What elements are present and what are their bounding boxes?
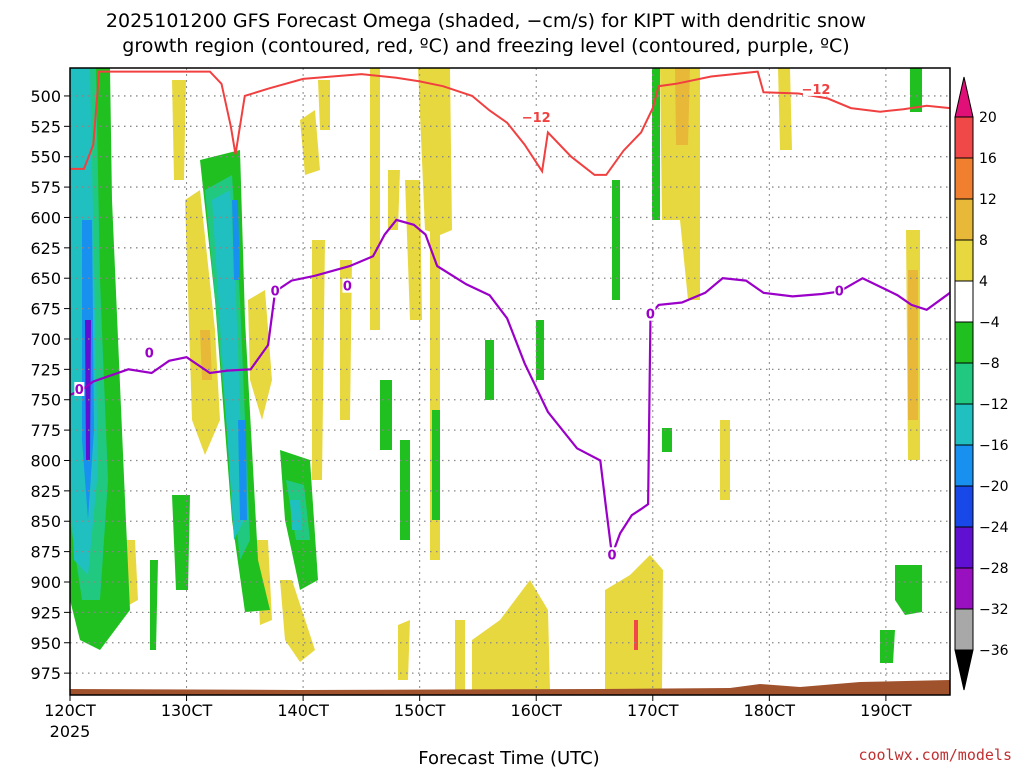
y-tick-label: 800 (30, 451, 61, 470)
x-tick-label: 160CT (510, 701, 562, 720)
plot-frame (69, 67, 951, 696)
y-tick-label: 625 (30, 239, 61, 258)
y-tick-label: 575 (30, 178, 61, 197)
colorbar-swatch (954, 526, 974, 569)
omega-red-regions (634, 620, 638, 650)
omega-purple-regions (85, 320, 91, 460)
freezing-level-labels: 0 0 0 0 0 0 0 (74, 278, 845, 563)
colorbar-bottom-arrow (954, 649, 974, 691)
colorbar-swatch (954, 567, 974, 610)
x-tick-label: 170CT (627, 701, 679, 720)
chart-title-line-1: 2025101200 GFS Forecast Omega (shaded, −… (106, 10, 866, 32)
y-tick-label: 975 (30, 664, 61, 683)
colorbar-swatch (954, 403, 974, 446)
y-tick-label: 750 (30, 391, 61, 410)
freezing-contour-label: 0 (145, 347, 154, 362)
x-tick-label: 120CT (44, 701, 96, 720)
dgz-contour-label: −12 (801, 83, 830, 98)
terrain-surface (70, 680, 950, 695)
colorbar-swatch (954, 485, 974, 528)
freezing-level-contour (69, 218, 951, 556)
y-tick-label: 900 (30, 573, 61, 592)
y-tick-label: 675 (30, 300, 61, 319)
freezing-contour-label-background (270, 283, 281, 298)
dgz-contour-label-background (802, 81, 829, 96)
colorbar-swatch (954, 198, 974, 241)
colorbar-label: −8 (979, 356, 1000, 372)
y-tick-label: 925 (30, 603, 61, 622)
freezing-contour-label: 0 (835, 285, 844, 300)
colorbar-swatch (954, 280, 974, 323)
omega-shading (70, 68, 922, 690)
omega-orange-regions (200, 68, 918, 420)
x-tick-label: 130CT (161, 701, 213, 720)
y-tick-label: 825 (30, 482, 61, 501)
y-tick-label: 650 (30, 269, 61, 288)
colorbar-label: 12 (979, 192, 997, 208)
y-tick-label: 500 (30, 87, 61, 106)
colorbar-label: −24 (979, 520, 1009, 536)
dendritic-growth-contour (70, 70, 951, 176)
colorbar-label: 20 (979, 110, 997, 126)
dgz-contour-label-background (523, 109, 550, 124)
freezing-contour-label-background (606, 547, 617, 562)
x-tick-label: 150CT (394, 701, 446, 720)
colorbar-swatch (954, 116, 974, 159)
colorbar-swatch (954, 362, 974, 405)
freezing-contour-label: 0 (343, 280, 352, 295)
colorbar-swatch (954, 444, 974, 487)
y-tick-label: 525 (30, 117, 61, 136)
dendritic-growth-labels: −12 −12 (522, 81, 830, 126)
colorbar-label: −36 (979, 643, 1009, 659)
y-tick-label: 550 (30, 148, 61, 167)
freezing-contour-label-background (834, 283, 845, 298)
colorbar-swatch (954, 608, 974, 651)
freezing-contour-label-background (342, 278, 353, 293)
plot-area: −12 −12 0 0 0 0 0 0 0 (69, 67, 951, 696)
freezing-contour-label-background (74, 382, 85, 397)
colorbar-swatch (954, 321, 974, 364)
freezing-contour-label: 0 (75, 383, 84, 398)
colorbar-legend: 20 16 12 8 4 −4 −8 −12 −16 −20 −24 −28 −32 −36 (954, 76, 1009, 691)
source-credit: coolwx.com/models (858, 746, 1012, 764)
y-tick-label: 950 (30, 634, 61, 653)
grid-lines (70, 68, 950, 695)
chart-title-line-2: growth region (contoured, red, ºC) and f… (122, 35, 849, 57)
x-tick-label: 190CT (860, 701, 912, 720)
colorbar-top-arrow (954, 76, 974, 118)
x-axis-time: 120CT 130CT 140CT 150CT 160CT 170CT 180CT 190CT (44, 695, 912, 720)
colorbar-label: −32 (979, 602, 1009, 618)
colorbar-label: 4 (979, 274, 988, 290)
colorbar-swatch (954, 157, 974, 200)
x-tick-label: 180CT (744, 701, 796, 720)
y-tick-label: 600 (30, 208, 61, 227)
colorbar-label: −20 (979, 479, 1009, 495)
dgz-contour-label: −12 (522, 111, 551, 126)
freezing-contour-label: 0 (271, 285, 280, 300)
y-axis-pressure: 500 525 550 575 600 625 650 675 700 725 750 775 800 8… (30, 87, 70, 683)
x-axis-year-label: 2025 (50, 722, 91, 741)
x-axis-title: Forecast Time (UTC) (418, 748, 599, 768)
freezing-contour-label-background (144, 345, 155, 360)
colorbar-label: −16 (979, 438, 1009, 454)
freezing-contour-label: 0 (607, 548, 616, 563)
freezing-contour-label: 0 (646, 308, 655, 323)
colorbar-label: −28 (979, 561, 1009, 577)
y-tick-label: 850 (30, 512, 61, 531)
colorbar-label: −12 (979, 397, 1009, 413)
x-tick-label: 140CT (277, 701, 329, 720)
y-tick-label: 700 (30, 330, 61, 349)
freezing-contour-label-background (645, 306, 656, 321)
y-tick-label: 725 (30, 360, 61, 379)
colorbar-label: 16 (979, 151, 997, 167)
y-tick-label: 775 (30, 421, 61, 440)
colorbar-label: −4 (979, 315, 1000, 331)
colorbar-label: 8 (979, 233, 988, 249)
colorbar-swatch (954, 239, 974, 282)
y-tick-label: 875 (30, 543, 61, 562)
